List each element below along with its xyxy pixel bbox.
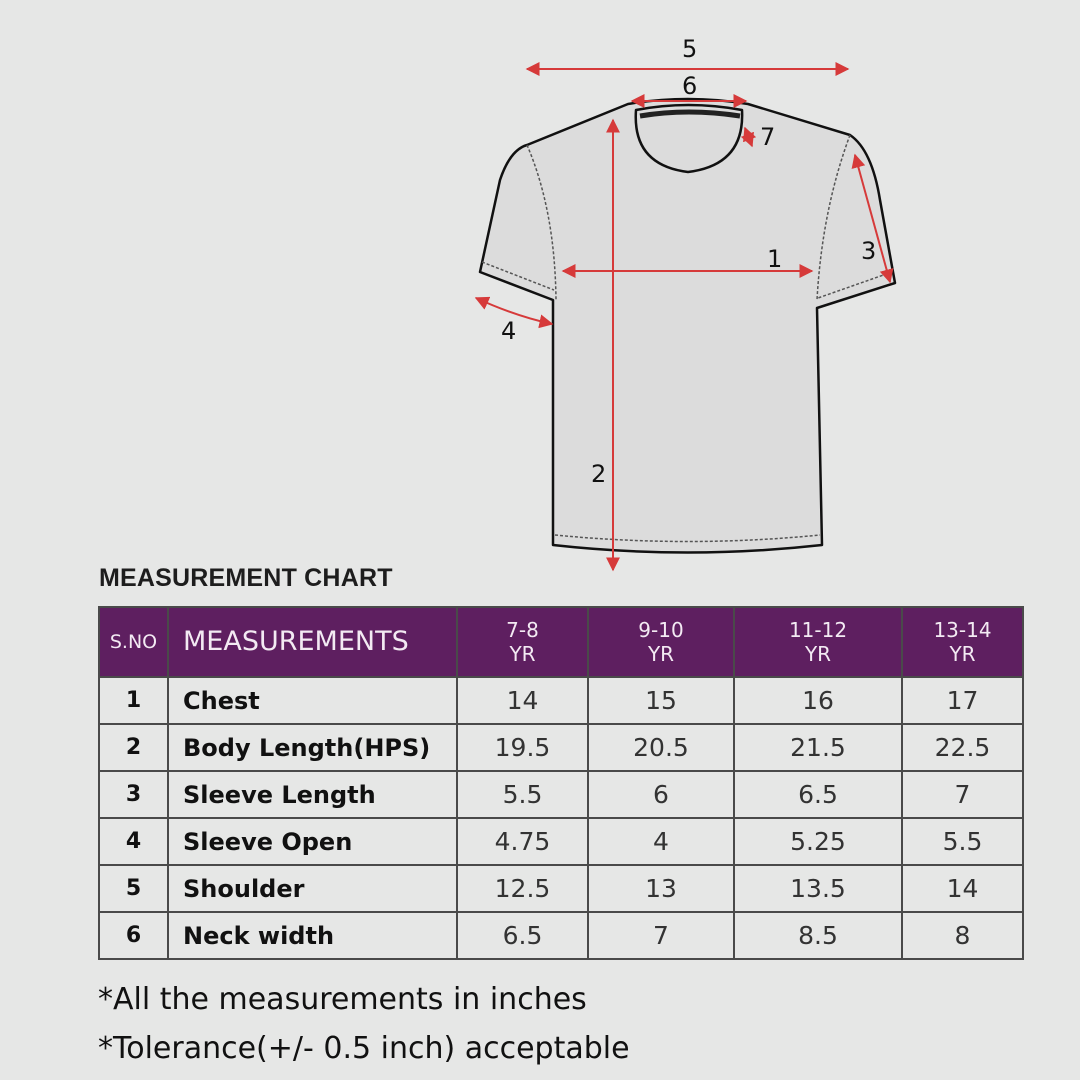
row-measurement-name: Body Length(HPS) xyxy=(167,723,458,772)
measurement-table: S.NO MEASUREMENTS 7-8 YR 9-10 YR 11-12 YR 1… xyxy=(98,606,1024,960)
row-value: 6 xyxy=(587,770,735,819)
row-value: 16 xyxy=(733,676,903,725)
chart-title: MEASUREMENT CHART xyxy=(99,564,393,592)
row-value: 14 xyxy=(456,676,589,725)
row-value: 8 xyxy=(901,911,1024,960)
table-row: 4 Sleeve Open 4.75 4 5.25 5.5 xyxy=(98,817,1024,866)
row-value: 13 xyxy=(587,864,735,913)
row-value: 15 xyxy=(587,676,735,725)
row-value: 5.25 xyxy=(733,817,903,866)
row-value: 8.5 xyxy=(733,911,903,960)
header-size: 11-12 YR xyxy=(733,606,903,678)
row-value: 4 xyxy=(587,817,735,866)
row-measurement-name: Sleeve Open xyxy=(167,817,458,866)
header-size: 9-10 YR xyxy=(587,606,735,678)
label-3: 3 xyxy=(861,237,876,265)
label-7: 7 xyxy=(760,123,775,151)
row-measurement-name: Neck width xyxy=(167,911,458,960)
table-row: 2 Body Length(HPS) 19.5 20.5 21.5 22.5 xyxy=(98,723,1024,772)
table-header: S.NO MEASUREMENTS 7-8 YR 9-10 YR 11-12 YR 1… xyxy=(98,606,1024,678)
row-value: 7 xyxy=(901,770,1024,819)
table-row: 6 Neck width 6.5 7 8.5 8 xyxy=(98,911,1024,960)
row-value: 13.5 xyxy=(733,864,903,913)
size-unit: YR xyxy=(804,642,832,666)
label-2: 2 xyxy=(591,460,606,488)
row-measurement-name: Chest xyxy=(167,676,458,725)
label-6: 6 xyxy=(682,72,697,100)
row-value: 19.5 xyxy=(456,723,589,772)
table-row: 3 Sleeve Length 5.5 6 6.5 7 xyxy=(98,770,1024,819)
row-measurement-name: Sleeve Length xyxy=(167,770,458,819)
row-value: 6.5 xyxy=(456,911,589,960)
row-sno: 3 xyxy=(98,770,169,819)
table-row: 5 Shoulder 12.5 13 13.5 14 xyxy=(98,864,1024,913)
size-unit: YR xyxy=(647,642,675,666)
row-sno: 5 xyxy=(98,864,169,913)
size-unit: YR xyxy=(949,642,976,666)
arrow-sleeve-length xyxy=(851,153,894,284)
arrow-sleeve-open xyxy=(474,296,554,329)
row-value: 5.5 xyxy=(456,770,589,819)
row-measurement-name: Shoulder xyxy=(167,864,458,913)
row-sno: 2 xyxy=(98,723,169,772)
row-sno: 6 xyxy=(98,911,169,960)
row-value: 21.5 xyxy=(733,723,903,772)
row-value: 20.5 xyxy=(587,723,735,772)
header-size: 7-8 YR xyxy=(456,606,589,678)
note-units: *All the measurements in inches xyxy=(98,982,587,1017)
measurement-arrows xyxy=(474,62,894,572)
size-range: 9-10 xyxy=(638,618,684,642)
note-tolerance: *Tolerance(+/- 0.5 inch) acceptable xyxy=(98,1031,630,1066)
row-value: 6.5 xyxy=(733,770,903,819)
label-1: 1 xyxy=(767,245,782,273)
tshirt-outline xyxy=(478,97,897,554)
row-value: 12.5 xyxy=(456,864,589,913)
label-5: 5 xyxy=(682,35,697,63)
size-range: 13-14 xyxy=(933,618,992,642)
row-value: 14 xyxy=(901,864,1024,913)
row-value: 22.5 xyxy=(901,723,1024,772)
row-value: 4.75 xyxy=(456,817,589,866)
header-size: 13-14 YR xyxy=(901,606,1024,678)
row-value: 17 xyxy=(901,676,1024,725)
arrow-neck-rib xyxy=(740,126,757,148)
table-row: 1 Chest 14 15 16 17 xyxy=(98,676,1024,725)
tshirt-diagram: 5 6 7 3 1 4 2 xyxy=(474,35,897,572)
row-sno: 1 xyxy=(98,676,169,725)
header-sno: S.NO xyxy=(98,606,169,678)
row-value: 5.5 xyxy=(901,817,1024,866)
header-measurements: MEASUREMENTS xyxy=(167,606,458,678)
label-4: 4 xyxy=(501,317,516,345)
size-range: 7-8 xyxy=(506,618,539,642)
size-unit: YR xyxy=(509,642,536,666)
size-range: 11-12 xyxy=(788,618,848,642)
row-value: 7 xyxy=(587,911,735,960)
row-sno: 4 xyxy=(98,817,169,866)
